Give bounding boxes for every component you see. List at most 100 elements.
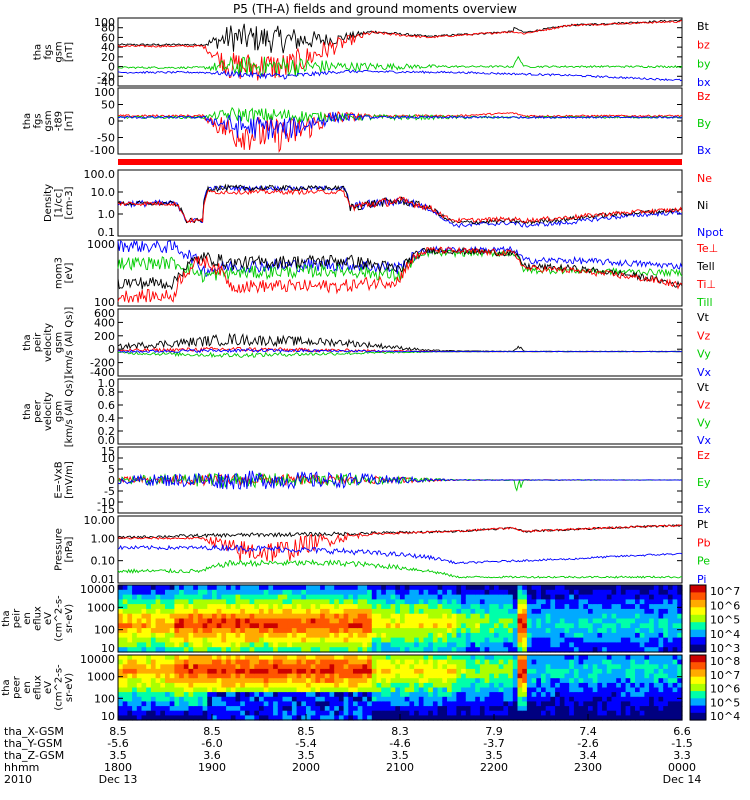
heatmap-cell	[536, 585, 542, 591]
heatmap-cell	[447, 647, 453, 653]
heatmap-cell	[169, 696, 175, 702]
heatmap-cell	[404, 599, 410, 605]
heatmap-cell	[592, 678, 598, 684]
heatmap-cell	[132, 664, 138, 670]
heatmap-cell	[381, 613, 387, 620]
heatmap-cell	[432, 692, 439, 698]
heatmap-cell	[649, 589, 655, 596]
heatmap-cell	[451, 604, 457, 610]
heatmap-cell	[282, 682, 288, 689]
heatmap-cell	[442, 637, 448, 643]
heatmap-cell	[357, 623, 363, 629]
heatmap-cell	[169, 673, 175, 679]
heatmap-cell	[273, 594, 279, 600]
heatmap-cell	[475, 637, 481, 643]
heatmap-cell	[465, 618, 472, 624]
heatmap-cell	[376, 706, 382, 712]
heatmap-cell	[216, 642, 222, 648]
heatmap-cell	[508, 632, 514, 639]
heatmap-cell	[165, 608, 171, 615]
heatmap-cell	[183, 647, 190, 653]
heatmap-cell	[667, 706, 674, 712]
x-tick-value: 8.5	[297, 725, 315, 738]
heatmap-cell	[343, 642, 349, 648]
heatmap-cell	[254, 608, 260, 615]
heatmap-cell	[597, 668, 603, 675]
heatmap-cell	[592, 659, 598, 665]
heatmap-cell	[404, 655, 410, 661]
heatmap-cell	[512, 715, 519, 721]
heatmap-cell	[639, 701, 645, 707]
heatmap-cell	[569, 632, 575, 639]
heatmap-cell	[442, 642, 448, 648]
heatmap-cell	[423, 664, 429, 670]
heatmap-cell	[569, 647, 575, 653]
heatmap-cell	[296, 701, 302, 707]
heatmap-cell	[353, 618, 359, 624]
heatmap-cell	[550, 589, 556, 596]
heatmap-cell	[470, 608, 476, 615]
heatmap-cell	[324, 647, 331, 653]
heatmap-cell	[263, 623, 269, 629]
heatmap-cell	[320, 692, 326, 698]
ytick-label: 50	[101, 99, 115, 112]
heatmap-cell	[226, 655, 232, 661]
heatmap-cell	[174, 701, 180, 707]
heatmap-cell	[390, 642, 396, 648]
heatmap-cell	[127, 642, 133, 648]
heatmap-cell	[498, 647, 504, 653]
heatmap-cell	[409, 628, 415, 634]
heatmap-cell	[291, 701, 298, 707]
heatmap-cell	[263, 706, 269, 712]
heatmap-cell	[254, 659, 260, 665]
heatmap-cell	[437, 608, 443, 615]
heatmap-cell	[155, 642, 161, 648]
heatmap-cell	[207, 692, 213, 698]
heatmap-cell	[597, 659, 603, 665]
heatmap-cell	[602, 594, 608, 600]
heatmap-cell	[146, 632, 152, 639]
heatmap-cell	[400, 659, 406, 665]
heatmap-cell	[409, 701, 415, 707]
heatmap-cell	[550, 594, 556, 600]
heatmap-cell	[630, 655, 636, 661]
heatmap-cell	[291, 706, 298, 712]
heatmap-cell	[301, 594, 307, 600]
heatmap-cell	[179, 659, 185, 665]
heatmap-cell	[498, 673, 504, 679]
heatmap-cell	[541, 715, 547, 721]
heatmap-cell	[320, 668, 326, 675]
heatmap-cell	[503, 715, 509, 721]
heatmap-cell	[230, 692, 237, 698]
heatmap-cell	[616, 710, 622, 716]
heatmap-cell	[442, 618, 448, 624]
heatmap-cell	[324, 632, 331, 639]
heatmap-cell	[583, 608, 589, 615]
heatmap-cell	[658, 678, 664, 684]
heatmap-cell	[169, 628, 175, 634]
heatmap-cell	[456, 696, 462, 702]
heatmap-cell	[310, 696, 316, 702]
heatmap-cell	[442, 692, 448, 698]
heatmap-cell	[122, 608, 128, 615]
heatmap-cell	[475, 655, 481, 661]
heatmap-cell	[254, 710, 260, 716]
heatmap-cell	[625, 692, 631, 698]
heatmap-cell	[212, 642, 218, 648]
heatmap-cell	[573, 594, 580, 600]
heatmap-cell	[169, 618, 175, 624]
heatmap-cell	[320, 701, 326, 707]
heatmap-cell	[202, 585, 208, 591]
heatmap-cell	[484, 668, 490, 675]
heatmap-cell	[277, 594, 284, 600]
heatmap-cell	[376, 655, 382, 661]
heatmap-cell	[597, 632, 603, 639]
heatmap-cell	[118, 628, 124, 634]
heatmap-cell	[259, 608, 265, 615]
heatmap-cell	[306, 696, 312, 702]
ytick-label: 600	[94, 307, 115, 320]
heatmap-cell	[498, 668, 504, 675]
heatmap-cell	[202, 706, 208, 712]
heatmap-cell	[489, 589, 495, 596]
